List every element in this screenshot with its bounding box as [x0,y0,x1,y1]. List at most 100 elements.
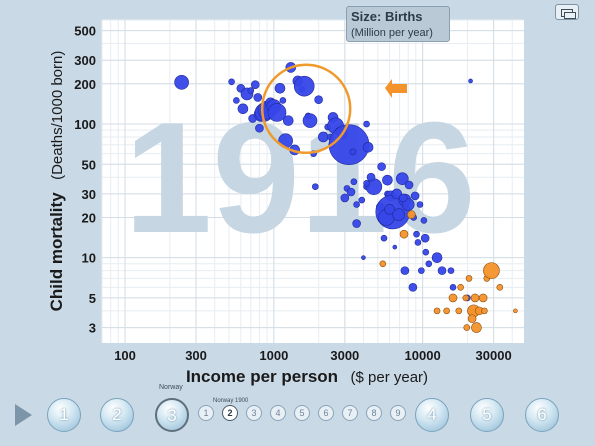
data-point [483,262,500,279]
data-point [237,103,249,115]
data-point [318,131,329,143]
data-point [449,284,457,291]
data-point [404,180,414,190]
y-tick-label: 3 [89,321,96,336]
data-point [467,314,477,323]
data-point [312,183,319,190]
play-icon[interactable] [15,404,32,426]
data-point [302,113,318,128]
substep-button-5[interactable]: 5 [294,405,310,421]
step-button-3[interactable]: 3 [155,398,189,432]
data-point [340,193,350,203]
data-point [413,230,420,238]
y-axis-unit: (Deaths/1000 born) [49,51,66,180]
size-legend-box[interactable]: Size: Births (Million per year) [346,6,450,42]
hover-sublabel: Norway 1900 [213,398,249,404]
y-axis-label: Child mortality [47,192,66,312]
x-tick-label: 100 [114,348,136,363]
y-tick-labels: 3 5 10 20 30 50 100 200 300 500 [74,24,96,336]
data-point [253,93,263,102]
data-point [496,284,504,291]
data-point [422,248,430,256]
data-point [455,307,463,315]
data-point [366,172,376,182]
x-tick-label: 3000 [330,348,359,363]
step-button-4[interactable]: 4 [415,398,449,432]
data-point [462,294,470,302]
data-point [267,103,287,122]
data-point [349,148,357,156]
data-point [408,283,418,292]
data-point [513,308,518,314]
data-point [377,162,386,171]
y-tick-label: 30 [82,187,96,202]
x-axis-title: Income per person ($ per year) [186,367,428,386]
substep-button-8[interactable]: 8 [366,405,382,421]
data-point [398,193,408,203]
data-point [392,208,405,221]
size-legend-unit: (Million per year) [351,27,433,39]
data-point [361,255,366,260]
data-points [174,62,518,333]
x-axis-label: Income per person [186,367,338,386]
fullscreen-icon[interactable] [555,4,579,20]
data-point [384,204,395,215]
highlight-circle [260,63,352,155]
data-point [358,196,366,204]
data-point [414,239,422,246]
data-point [468,78,473,84]
data-point [478,293,488,303]
substep-button-9[interactable]: 9 [390,405,406,421]
substep-button-1[interactable]: 1 [198,405,214,421]
y-tick-label: 100 [74,117,96,132]
data-point [279,97,287,104]
substep-button-4[interactable]: 4 [270,405,286,421]
data-point [463,324,471,331]
step-button-1[interactable]: 1 [47,398,81,432]
data-point [350,178,358,186]
data-point [431,252,443,263]
data-point [447,267,455,274]
x-tick-label: 10000 [405,348,441,363]
y-tick-label: 200 [74,77,96,92]
data-point [363,180,370,187]
y-tick-label: 10 [82,251,96,266]
data-point [328,124,370,166]
y-axis-title: Child mortality (Deaths/1000 born) [47,51,66,312]
substep-button-7[interactable]: 7 [342,405,358,421]
data-point [425,260,433,268]
data-point [416,201,424,208]
highlight-ring [260,63,352,155]
substep-button-3[interactable]: 3 [246,405,262,421]
data-point [352,219,361,228]
substep-button-6[interactable]: 6 [318,405,334,421]
substep-button-2[interactable]: 2 [222,405,238,421]
data-point [470,293,480,303]
grid-lines [101,19,524,343]
x-tick-label: 300 [185,348,207,363]
data-point [382,174,393,186]
data-point [433,307,441,315]
data-point [457,284,464,291]
data-point [465,275,473,282]
data-point [379,260,387,268]
data-point [407,210,416,219]
step-button-6[interactable]: 6 [525,398,559,432]
y-tick-label: 500 [74,24,96,39]
step-button-5[interactable]: 5 [470,398,504,432]
y-tick-label: 300 [74,53,96,68]
y-tick-label: 20 [82,210,96,225]
data-point [255,123,264,133]
step-button-2[interactable]: 2 [100,398,134,432]
pointer-arrow-icon [385,79,407,98]
data-point [410,191,420,201]
x-tick-label: 1000 [259,348,288,363]
data-point [362,141,374,153]
data-point [380,234,388,242]
data-point [346,187,356,197]
data-point [437,266,447,275]
data-point [314,95,323,105]
data-point [418,267,425,274]
data-point [399,229,409,239]
data-point [420,217,428,224]
